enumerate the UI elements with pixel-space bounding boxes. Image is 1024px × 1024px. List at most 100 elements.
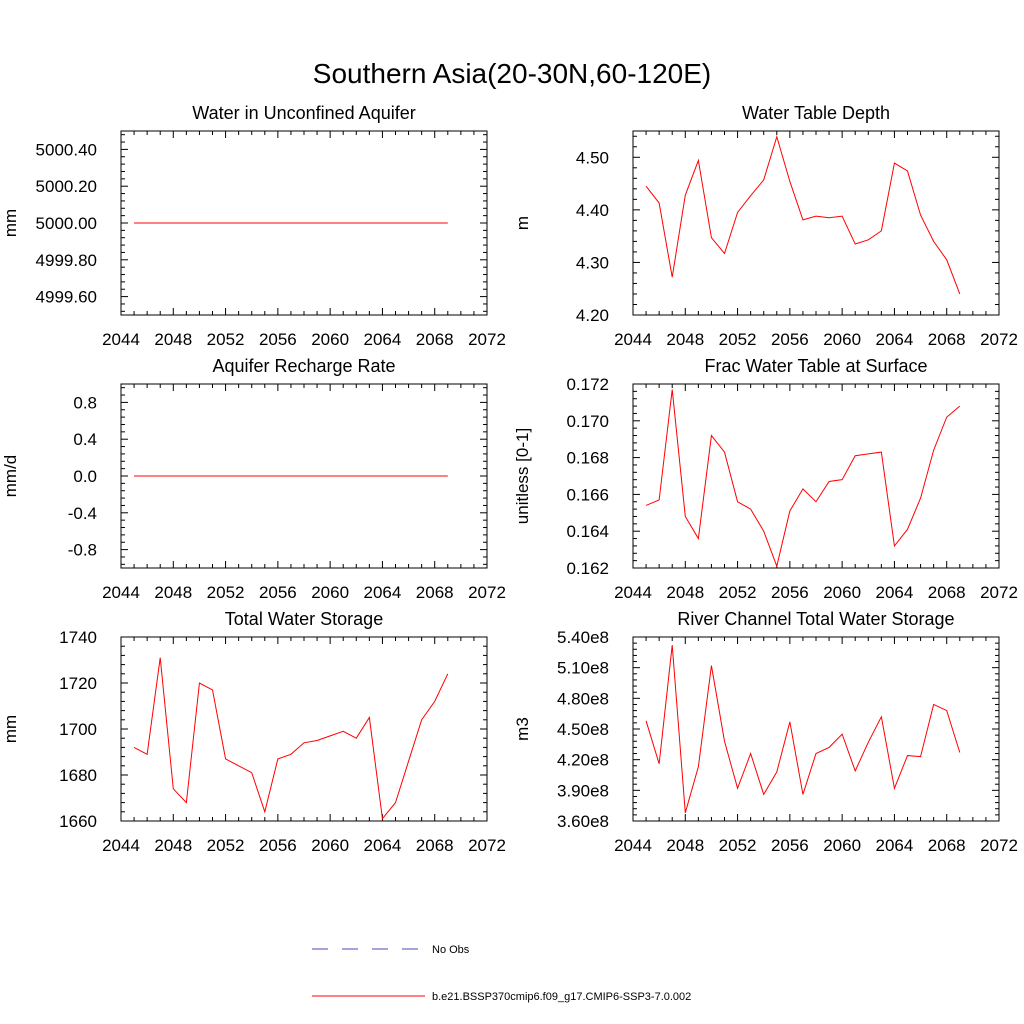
panel-frac-water-table-at-surface: Frac Water Table at Surface unitless [0-1… (513, 356, 1018, 602)
y-tick-label: 0.0 (73, 467, 97, 486)
y-tick-label: 0.166 (566, 485, 609, 504)
y-tick-label: 4.30 (576, 253, 609, 272)
y-axis-label: mm (1, 209, 20, 237)
y-tick-label: 1660 (59, 812, 97, 831)
x-tick-label: 2052 (719, 330, 757, 349)
y-tick-label: 1720 (59, 674, 97, 693)
x-tick-label: 2068 (928, 836, 966, 855)
y-tick-label: 5000.40 (36, 140, 97, 159)
x-tick-label: 2060 (311, 836, 349, 855)
x-tick-label: 2064 (364, 836, 402, 855)
x-tick-label: 2068 (416, 583, 454, 602)
x-tick-label: 2044 (102, 330, 140, 349)
panel-title: Total Water Storage (225, 609, 383, 629)
y-tick-label: 3.90e8 (557, 781, 609, 800)
x-tick-label: 2060 (311, 583, 349, 602)
y-tick-label: 0.172 (566, 375, 609, 394)
y-tick-label: 0.4 (73, 430, 97, 449)
x-tick-label: 2052 (719, 583, 757, 602)
x-tick-label: 2072 (468, 836, 506, 855)
series-line (645, 389, 961, 568)
panel-river-channel-total-water-storage: River Channel Total Water Storage m3 2044 2… (513, 609, 1018, 855)
x-tick-label: 2044 (614, 836, 652, 855)
panel-title: Water Table Depth (742, 103, 890, 123)
x-tick-label: 2060 (311, 330, 349, 349)
y-tick-label: 4.20e8 (557, 751, 609, 770)
y-tick-label: 5.10e8 (557, 659, 609, 678)
y-tick-label: 4.50 (576, 148, 609, 167)
x-tick-label: 2072 (468, 583, 506, 602)
legend-label-no-obs: No Obs (432, 944, 470, 956)
series-line (645, 135, 961, 295)
y-tick-label: 4.20 (576, 306, 609, 325)
panel-water-in-unconfined-aquifer: Water in Unconfined Aquifer mm 2044 2048 205… (1, 103, 506, 349)
x-tick-label: 2052 (719, 836, 757, 855)
y-axis-label: unitless [0-1] (513, 428, 532, 524)
x-tick-label: 2044 (102, 583, 140, 602)
x-tick-label: 2064 (876, 330, 914, 349)
legend: No Obs b.e21.BSSP370cmip6.f09_g17.CMIP6-… (312, 944, 691, 1003)
plot-frame (120, 636, 488, 822)
x-tick-label: 2068 (928, 583, 966, 602)
x-tick-label: 2064 (364, 330, 402, 349)
y-axis-label: mm (1, 715, 20, 743)
x-tick-label: 2072 (980, 836, 1018, 855)
x-tick-label: 2056 (771, 836, 809, 855)
x-tick-label: 2068 (416, 330, 454, 349)
x-tick-label: 2052 (207, 836, 245, 855)
y-tick-label: 5000.00 (36, 214, 97, 233)
y-tick-label: 5.40e8 (557, 628, 609, 647)
panel-water-table-depth: Water Table Depth m 2044 2048 2052 2056 2060 20… (513, 103, 1018, 349)
x-tick-label: 2060 (823, 583, 861, 602)
y-tick-label: 0.164 (566, 522, 609, 541)
y-tick-label: -0.4 (68, 504, 97, 523)
panel-title: Water in Unconfined Aquifer (192, 103, 415, 123)
legend-entry-no-obs: No Obs (312, 944, 470, 956)
x-tick-label: 2044 (102, 836, 140, 855)
y-tick-label: 0.168 (566, 449, 609, 468)
panel-title: Frac Water Table at Surface (704, 356, 927, 376)
y-tick-label: 4999.60 (36, 288, 97, 307)
x-tick-label: 2056 (259, 836, 297, 855)
chart-panels: Water in Unconfined Aquifer mm 2044 2048 205… (1, 103, 1018, 855)
x-tick-label: 2044 (614, 583, 652, 602)
x-tick-label: 2048 (154, 330, 192, 349)
y-tick-label: 3.60e8 (557, 812, 609, 831)
y-tick-label: 5000.20 (36, 177, 97, 196)
panel-title: River Channel Total Water Storage (677, 609, 954, 629)
y-tick-label: 1680 (59, 766, 97, 785)
y-tick-label: 1740 (59, 628, 97, 647)
x-tick-label: 2064 (876, 836, 914, 855)
x-tick-label: 2056 (259, 583, 297, 602)
x-tick-label: 2060 (823, 836, 861, 855)
plot-frame (632, 636, 1000, 822)
x-tick-label: 2048 (666, 583, 704, 602)
y-tick-label: 4.40 (576, 201, 609, 220)
y-tick-label: 4.80e8 (557, 689, 609, 708)
x-tick-label: 2064 (876, 583, 914, 602)
panel-title: Aquifer Recharge Rate (212, 356, 395, 376)
legend-entry-simulation: b.e21.BSSP370cmip6.f09_g17.CMIP6-SSP3-7.… (312, 991, 691, 1003)
x-tick-label: 2052 (207, 583, 245, 602)
x-tick-label: 2052 (207, 330, 245, 349)
series-line (645, 645, 961, 813)
x-tick-label: 2064 (364, 583, 402, 602)
y-tick-label: 1700 (59, 720, 97, 739)
x-tick-label: 2068 (416, 836, 454, 855)
figure-title: Southern Asia(20-30N,60-120E) (313, 58, 711, 89)
legend-label-simulation: b.e21.BSSP370cmip6.f09_g17.CMIP6-SSP3-7.… (432, 991, 691, 1003)
plot-frame (632, 383, 1000, 569)
panel-total-water-storage: Total Water Storage mm 2044 2048 2052 2056 206… (1, 609, 506, 855)
series-line (133, 657, 449, 820)
x-tick-label: 2056 (771, 330, 809, 349)
y-axis-label: m3 (513, 717, 532, 741)
x-tick-label: 2048 (666, 330, 704, 349)
x-tick-label: 2056 (771, 583, 809, 602)
x-tick-label: 2048 (666, 836, 704, 855)
x-tick-label: 2072 (468, 330, 506, 349)
y-tick-label: 0.162 (566, 559, 609, 578)
panel-aquifer-recharge-rate: Aquifer Recharge Rate mm/d 2044 2048 2052 205… (1, 356, 506, 602)
y-axis-label: m (513, 216, 532, 230)
y-tick-label: 4999.80 (36, 251, 97, 270)
